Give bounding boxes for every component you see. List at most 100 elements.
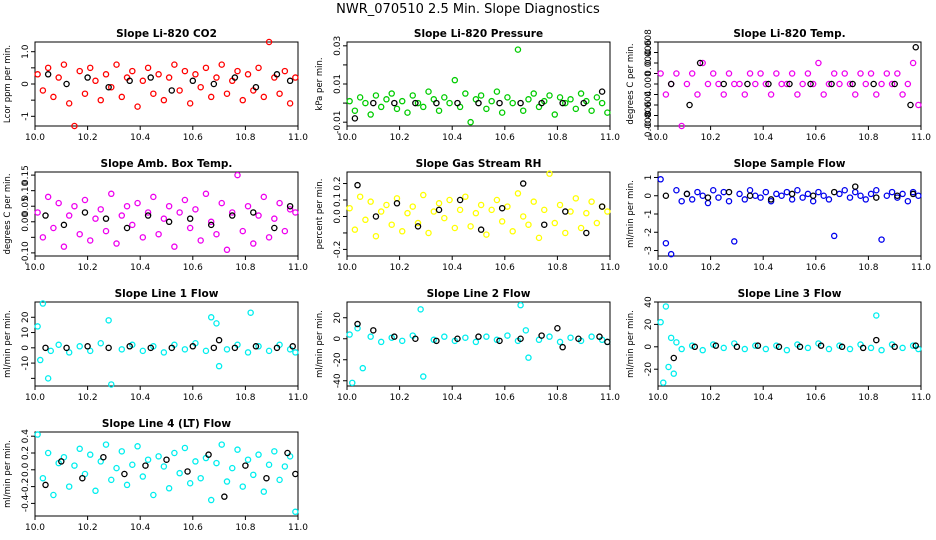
- data-point: [498, 218, 506, 225]
- data-point: [870, 80, 877, 88]
- data-point: [820, 192, 827, 199]
- data-point: [435, 206, 443, 214]
- y-axis-label: degrees C per min.: [3, 173, 13, 254]
- data-point: [554, 324, 561, 332]
- data-point: [846, 194, 854, 201]
- series-selected: [42, 336, 296, 352]
- data-point: [694, 188, 701, 196]
- data-point: [467, 223, 474, 230]
- x-tick-label: 10.4: [753, 263, 773, 273]
- data-point: [683, 190, 691, 198]
- data-point: [498, 109, 506, 116]
- data-point: [176, 469, 183, 477]
- data-point: [662, 91, 670, 98]
- data-point: [541, 206, 548, 214]
- x-tick-label: 10.2: [390, 263, 410, 273]
- data-point: [859, 344, 867, 352]
- y-tick-label: 0.10: [21, 180, 31, 200]
- data-point: [354, 324, 361, 332]
- data-point: [867, 190, 875, 198]
- data-point: [420, 103, 427, 111]
- y-tick-label: 0.1: [333, 193, 343, 207]
- data-point: [414, 219, 422, 227]
- data-point: [265, 234, 273, 241]
- data-point: [202, 347, 210, 355]
- data-point: [367, 198, 374, 205]
- data-point: [105, 344, 112, 352]
- y-tick-label: 10: [21, 327, 31, 339]
- data-point: [176, 209, 183, 216]
- data-point: [678, 197, 685, 205]
- data-point: [786, 80, 793, 88]
- data-point: [744, 80, 751, 88]
- data-point: [168, 87, 176, 94]
- data-point: [446, 99, 453, 107]
- x-tick-label: 10.6: [495, 393, 515, 403]
- data-point: [409, 203, 416, 210]
- x-tick-label: 10.0: [648, 133, 668, 143]
- data-point: [809, 197, 817, 205]
- data-point: [346, 204, 353, 212]
- x-tick-label: 10.8: [235, 263, 255, 273]
- y-axis-label: ml/min per min.: [626, 180, 636, 248]
- data-point: [435, 200, 443, 207]
- data-point: [239, 483, 247, 490]
- x-tick-label: 10.2: [390, 393, 410, 403]
- data-point: [181, 67, 189, 75]
- data-point: [736, 190, 743, 198]
- x-tick-label: 10.4: [753, 393, 773, 403]
- data-point: [404, 109, 411, 116]
- x-tick-label: 11.0: [600, 133, 620, 143]
- data-point: [670, 370, 678, 377]
- y-tick-label: 0: [644, 344, 654, 350]
- data-point: [129, 461, 136, 469]
- y-axis-label: kPa per min.: [315, 57, 325, 110]
- plot-frame: [346, 171, 611, 257]
- data-point: [483, 333, 490, 340]
- data-point: [60, 221, 68, 229]
- data-point: [741, 345, 749, 353]
- data-point: [218, 199, 225, 207]
- data-point: [441, 333, 448, 340]
- data-point: [97, 339, 105, 347]
- data-point: [799, 194, 806, 201]
- data-point: [665, 363, 672, 371]
- data-point: [60, 61, 68, 68]
- data-point: [556, 94, 564, 101]
- data-point: [878, 80, 885, 88]
- data-point: [825, 196, 833, 203]
- data-point: [210, 344, 218, 352]
- data-point: [762, 80, 770, 88]
- data-point: [670, 354, 678, 362]
- data-point: [862, 196, 870, 203]
- data-point: [192, 71, 199, 78]
- data-point: [377, 208, 385, 215]
- figure-title: NWR_070510 2.5 Min. Slope Diagnostics: [336, 2, 600, 17]
- data-point: [567, 96, 574, 103]
- data-point: [129, 67, 136, 75]
- data-point: [207, 218, 215, 226]
- data-point: [425, 88, 432, 95]
- x-tick-label: 10.8: [547, 393, 567, 403]
- y-tick-label: 0.01: [333, 74, 343, 94]
- data-point: [250, 240, 257, 247]
- data-point: [76, 343, 83, 350]
- chart-panel: Slope Line 3 Flow 10.0 10.2 10.4 10.6 10.8 11.…: [626, 288, 931, 403]
- y-tick-label: 0.15: [21, 165, 31, 185]
- data-point: [181, 444, 189, 452]
- data-point: [736, 80, 743, 88]
- data-point: [263, 474, 270, 482]
- data-point: [657, 318, 664, 326]
- series-selected: [44, 71, 294, 94]
- chart-panel: Slope Li-820 Temp. 10.0 10.2 10.4 10.6 10.8 11…: [626, 28, 931, 143]
- x-tick-label: 10.2: [701, 263, 721, 273]
- data-point: [97, 96, 105, 104]
- data-point: [42, 481, 49, 489]
- x-tick-label: 10.4: [442, 393, 462, 403]
- data-point: [134, 103, 141, 110]
- chart-title: Slope Li-820 Pressure: [414, 28, 543, 40]
- data-point: [63, 80, 70, 88]
- data-point: [704, 80, 712, 88]
- data-point: [210, 80, 218, 88]
- data-point: [783, 346, 791, 354]
